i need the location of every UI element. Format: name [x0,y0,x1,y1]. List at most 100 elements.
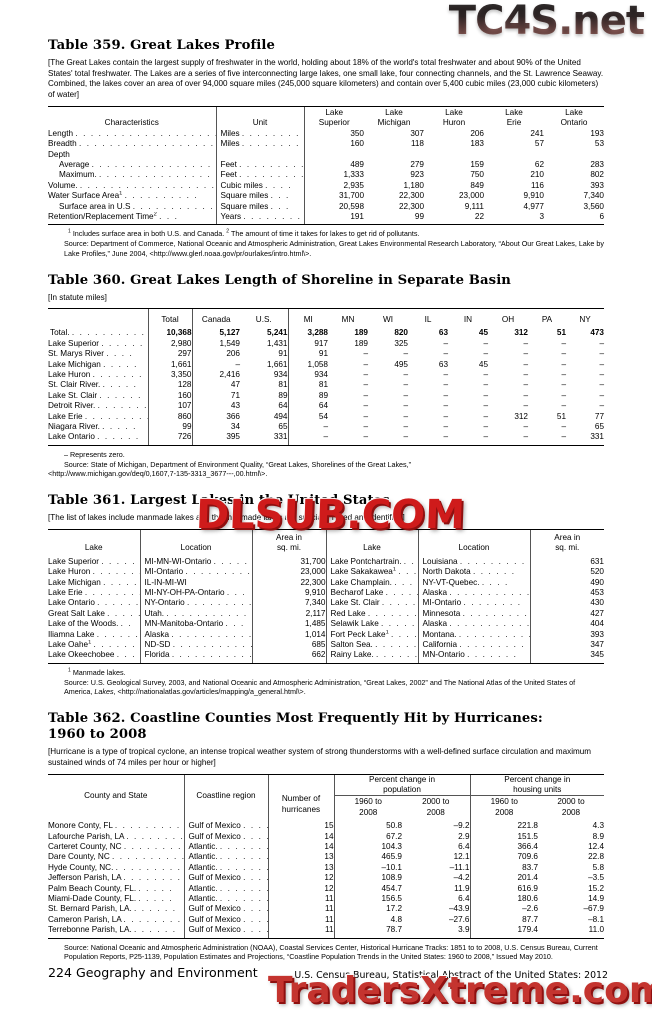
row-value: 1,180 [403,180,425,190]
number-of-hurricanes: 15 [267,818,334,832]
row-value: 206 [191,349,240,360]
row-unit: Square miles . . . [215,201,304,213]
row-value: – [483,411,488,421]
row-value: – [443,401,448,411]
th-361-area-right-bot: sq. mi. [555,543,580,553]
number-of-hurricanes: 11 [267,914,334,926]
lake-name-right: Lake Pontchartrain. . . . [325,553,418,568]
row-value [424,150,484,160]
lake-location-left: IL-IN-MI-WI [139,577,252,588]
row-value: – [403,380,408,390]
row-value: 489 [303,160,364,171]
pop-change-1960-2008: 67.2 [333,831,402,842]
table-361-footnotes: 1 Manmade lakes. Source: U.S. Geological… [48,668,604,697]
row-value: – [443,411,448,421]
row-label: Lake Ontario . . . . . . [48,432,148,446]
table-row: St. Bernard Parish, LA. . . . . . . Gulf … [48,904,604,915]
lake-area-right: 490 [529,577,604,588]
coastline-region: Gulf of Mexico . . . . . [183,818,268,832]
th-361-area-left-top: Area in [276,532,302,542]
th-lake-huron-bot: Huron [442,118,466,128]
table-362-source: Source: National Oceanic and Atmospheric… [64,942,598,962]
row-value [303,149,364,160]
row-value: – [191,359,240,370]
th-lake-michigan: Lake Michigan [364,105,424,129]
row-value: 726 [147,432,192,446]
row-value: 54 [287,411,328,423]
lake-name-left: Lake Okeechobee . . . [48,650,140,664]
lake-name-right: Salton Sea. . . . . . . . . . [325,640,418,651]
number-of-hurricanes: 14 [267,831,334,842]
table-359-block: Table 359. Great Lakes Profile [The Grea… [48,38,604,259]
row-value: – [599,380,604,390]
table-row: Lafourche Parish, LA . . . . . . . . Gulf… [48,831,604,842]
th-characteristics: Characteristics [48,105,216,129]
row-label: Breadth . . . . . . . . . . . . . . . . … [48,139,216,149]
table-row: Maximum. . . . . . . . . . . . . . . . Fe… [48,170,604,181]
lake-name-right: Red Lake . . . . . . . . . . . [325,608,418,620]
row-value: 5,241 [267,328,288,338]
table-row: Lake Superior . . . . . . MI-MN-WI-Ontari… [48,553,604,568]
row-label: Water Surface Area1 . . . . . . . . . . [48,191,199,201]
row-value: 51 [556,411,566,421]
lake-area-left: 685 [251,640,326,651]
number-of-hurricanes: 11 [267,904,334,915]
row-value: 395 [191,432,240,446]
coastline-region: Atlantic. . . . . . . . . . . [183,841,268,853]
table-row: Length . . . . . . . . . . . . . . . . .… [48,128,604,140]
county-state: Lafourche Parish, LA . . . . . . . . [48,831,184,841]
county-state: Cameron Parish, LA . . . . . . . . . [48,914,184,924]
lake-area-left: 7,340 [251,598,326,609]
row-value: – [363,422,368,432]
table-359-body: Length . . . . . . . . . . . . . . . . .… [48,128,604,226]
th-362-hou-group: Percent change in housing units [469,773,604,797]
pop-change-1960-2008: –10.1 [333,862,402,874]
th-lake-huron: Lake Huron [424,105,484,129]
th-362-hou-2000-bot: 2008 [561,807,581,817]
row-value: 820 [394,328,408,338]
hou-change-1960-2008: 83.7 [469,862,538,874]
table-row: Lake Ontario . . . . . . 726 395 331– – – – – – –… [48,432,604,446]
lake-area-left: 9,910 [251,587,326,599]
row-value: 77 [594,411,604,421]
row-value: – [363,349,368,359]
th-362-hou-1960-top: 1960 to [490,797,518,807]
row-unit: Years . . . . . . . . . [215,212,304,226]
row-value: – [403,369,408,379]
th-361-area-right: Area in sq. mi. [529,528,604,554]
th-lake-superior-top: Lake [325,107,344,117]
table-row: Dare County, NC . . . . . . . . . . .Atl… [48,852,604,863]
row-value: – [483,349,488,359]
lake-location-left: NY-Ontario . . . . . . . . . . . . . [139,598,252,609]
table-row: Iliamna Lake . . . . . . . .Alaska . . .… [48,629,604,640]
hou-change-1960-2008: 87.7 [469,914,538,926]
coastline-region: Atlantic. . . . . . . . . . . [183,883,268,894]
th-360-total: Total [147,308,192,326]
row-value: – [599,338,604,348]
th-361-lake-right: Lake [325,528,418,554]
th-362-pop-2000-bot: 2008 [426,807,445,817]
row-value: 89 [287,390,328,402]
row-label: St. Marys River . . . . [48,349,134,359]
row-value: 160 [303,139,364,150]
th-360-ny: NY [566,308,604,326]
th-362-pop-1960: 1960 to 2008 [333,795,402,819]
row-value: 22,300 [398,191,424,201]
lake-area-right: 631 [529,553,604,568]
row-value: 31,700 [303,191,364,202]
th-362-pop-1960-top: 1960 to [354,797,382,807]
number-of-hurricanes: 13 [267,862,334,874]
row-value: – [403,349,408,359]
pop-change-2000-2008: –4.2 [453,873,470,883]
hou-change-2000-2008: 14.9 [588,893,604,903]
table-362-footnotes: Source: National Oceanic and Atmospheric… [48,943,604,962]
th-362-number-bot: hurricanes [281,804,321,814]
row-value: 366 [191,411,240,423]
lake-area-right: 393 [529,629,604,640]
row-value: 307 [410,128,424,138]
lake-name-right: Lake St. Clair . . . . . . . [325,598,418,609]
th-lake-ontario-bot: Ontario [560,118,588,128]
coastline-region: Gulf of Mexico . . . . . [183,873,268,884]
th-lake-ontario: Lake Ontario [544,105,604,129]
table-361-source-pre: Source: U.S. Geological Survey, 2003, an… [64,677,442,687]
